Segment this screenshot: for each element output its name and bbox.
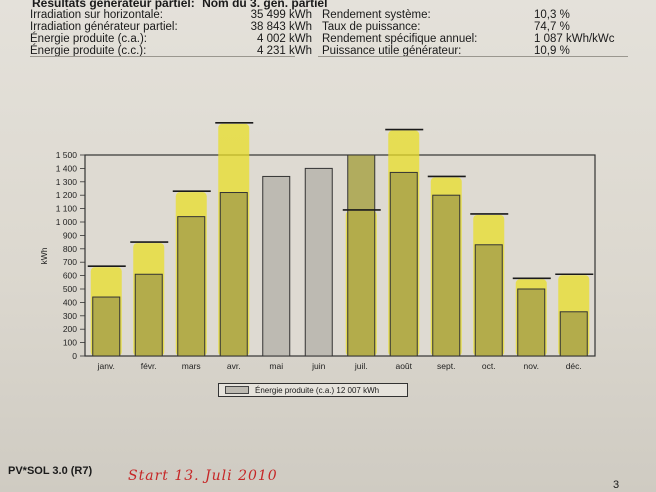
bar <box>559 311 588 357</box>
results-row: Irradiation sur horizontale: 35 499 kWh … <box>30 9 570 21</box>
bar <box>432 194 461 357</box>
results-title: Résultats générateur partiel: Nom du 3. … <box>32 0 327 10</box>
handwritten-note: Start 13. Juli 2010 <box>128 468 278 484</box>
y-tick-label: 700 <box>63 257 77 267</box>
results-row: Énergie produite (c.c.): 4 231 kWh Puiss… <box>30 45 570 57</box>
bar <box>92 296 121 357</box>
y-axis-label: kWh <box>39 247 49 264</box>
bar <box>262 175 291 357</box>
chart-legend: Énergie produite (c.a.) 12 007 kWh <box>218 383 408 397</box>
bar <box>517 288 546 357</box>
result-label: Irradiation générateur partiel: <box>30 21 178 33</box>
bar <box>134 273 163 357</box>
result-label: Rendement système: <box>322 9 431 21</box>
y-tick-label: 1 500 <box>56 150 78 160</box>
x-tick-label: avr. <box>227 361 241 371</box>
bar <box>347 154 376 357</box>
result-label: Énergie produite (c.a.): <box>30 33 147 45</box>
result-label: Énergie produite (c.c.): <box>30 45 147 57</box>
result-value: 1 087 kWh/kWc <box>534 33 615 45</box>
x-tick-label: sept. <box>437 361 455 371</box>
y-tick-label: 1 400 <box>56 163 78 173</box>
result-label: Puissance utile générateur: <box>322 45 462 57</box>
bar <box>177 216 206 357</box>
y-tick-label: 1 300 <box>56 177 78 187</box>
y-tick-label: 200 <box>63 324 77 334</box>
bar <box>389 171 418 357</box>
results-title-text: Résultats générateur partiel: <box>32 0 195 10</box>
result-value: 4 231 kWh <box>257 45 312 57</box>
page-number: 3 <box>613 479 620 491</box>
x-tick-label: mai <box>269 361 283 371</box>
x-tick-label: mars <box>182 361 201 371</box>
result-value: 4 002 kWh <box>257 33 312 45</box>
results-row: Énergie produite (c.a.): 4 002 kWh Rende… <box>30 33 615 45</box>
y-tick-label: 500 <box>63 284 77 294</box>
separator-rule-left <box>30 56 295 57</box>
y-tick-label: 400 <box>63 297 77 307</box>
y-tick-label: 1 100 <box>56 204 78 214</box>
result-value: 10,3 % <box>534 9 570 21</box>
x-tick-label: janv. <box>97 361 115 371</box>
result-value: 10,9 % <box>534 45 570 57</box>
results-table: Irradiation sur horizontale: 35 499 kWh … <box>30 9 615 57</box>
x-tick-label: oct. <box>482 361 496 371</box>
y-tick-label: 1 200 <box>56 190 78 200</box>
bar <box>219 192 248 357</box>
plot-frame <box>84 154 596 357</box>
separator-rule-right <box>318 56 628 57</box>
results-subtitle: Nom du 3. gén. partiel <box>202 0 328 10</box>
y-tick-label: 600 <box>63 271 77 281</box>
result-label: Taux de puissance: <box>322 21 421 33</box>
result-label: Rendement spécifique annuel: <box>322 33 478 45</box>
bar <box>474 244 503 357</box>
x-tick-label: juin <box>311 361 326 371</box>
y-tick-label: 1 000 <box>56 217 78 227</box>
x-tick-label: nov. <box>524 361 539 371</box>
y-tick-label: 0 <box>72 351 77 361</box>
x-tick-label: déc. <box>566 361 582 371</box>
y-tick-label: 900 <box>63 230 77 240</box>
legend-label: Énergie produite (c.a.) 12 007 kWh <box>255 385 380 395</box>
result-label: Irradiation sur horizontale: <box>30 9 163 21</box>
x-tick-label: févr. <box>141 361 157 371</box>
result-value: 38 843 kWh <box>250 21 312 33</box>
result-value: 35 499 kWh <box>250 9 312 21</box>
x-tick-label: juil. <box>354 361 368 371</box>
bar <box>304 167 333 357</box>
y-tick-label: 800 <box>63 244 77 254</box>
results-row: Irradiation générateur partiel: 38 843 k… <box>30 21 570 33</box>
y-tick-label: 100 <box>63 338 77 348</box>
x-tick-label: août <box>395 361 412 371</box>
legend-swatch <box>225 386 249 394</box>
y-tick-label: 300 <box>63 311 77 321</box>
software-name: PV*SOL 3.0 (R7) <box>8 465 93 477</box>
result-value: 74,7 % <box>534 21 570 33</box>
